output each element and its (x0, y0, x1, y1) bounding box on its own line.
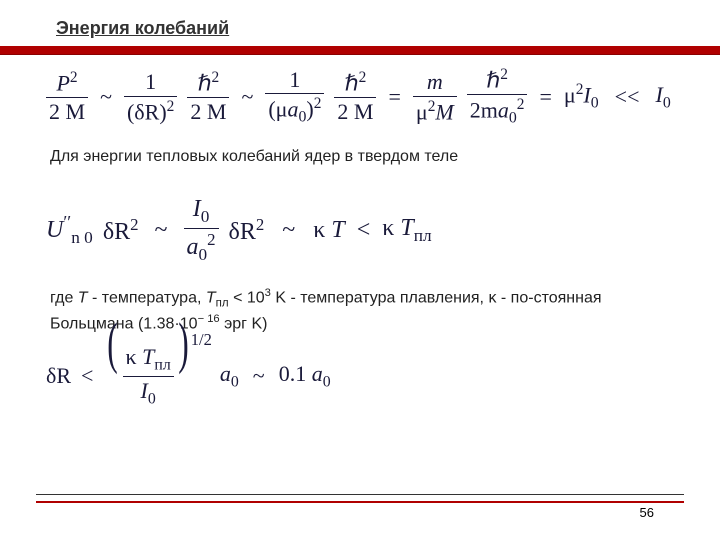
formula-thermal: U′′n 0 δR2 ~ I0 a02 δR2 ~ κ T < κ Tпл (46, 196, 432, 264)
footer-rule (36, 494, 684, 503)
paragraph-thermal-energy: Для энергии тепловых колебаний ядер в тв… (50, 146, 520, 168)
page-number: 56 (640, 505, 654, 520)
slide-title: Энергия колебаний (56, 18, 229, 38)
title-block: Энергия колебаний (56, 18, 229, 39)
header-bar (0, 46, 720, 54)
slide: Энергия колебаний P2 2 M ~ 1 (δR)2 ℏ2 2 … (0, 0, 720, 540)
header-bar-thin (0, 54, 720, 55)
formula-energy-chain: P2 2 M ~ 1 (δR)2 ℏ2 2 M ~ 1 (μa0)2 ℏ2 (46, 66, 671, 128)
paragraph-definitions: где T - температура, Tпл < 103 K - темпе… (50, 286, 670, 335)
formula-delta-r: δR < ( κ Tпл I0 ) 1/2 a0 ~ 0.1 a0 (46, 344, 331, 408)
